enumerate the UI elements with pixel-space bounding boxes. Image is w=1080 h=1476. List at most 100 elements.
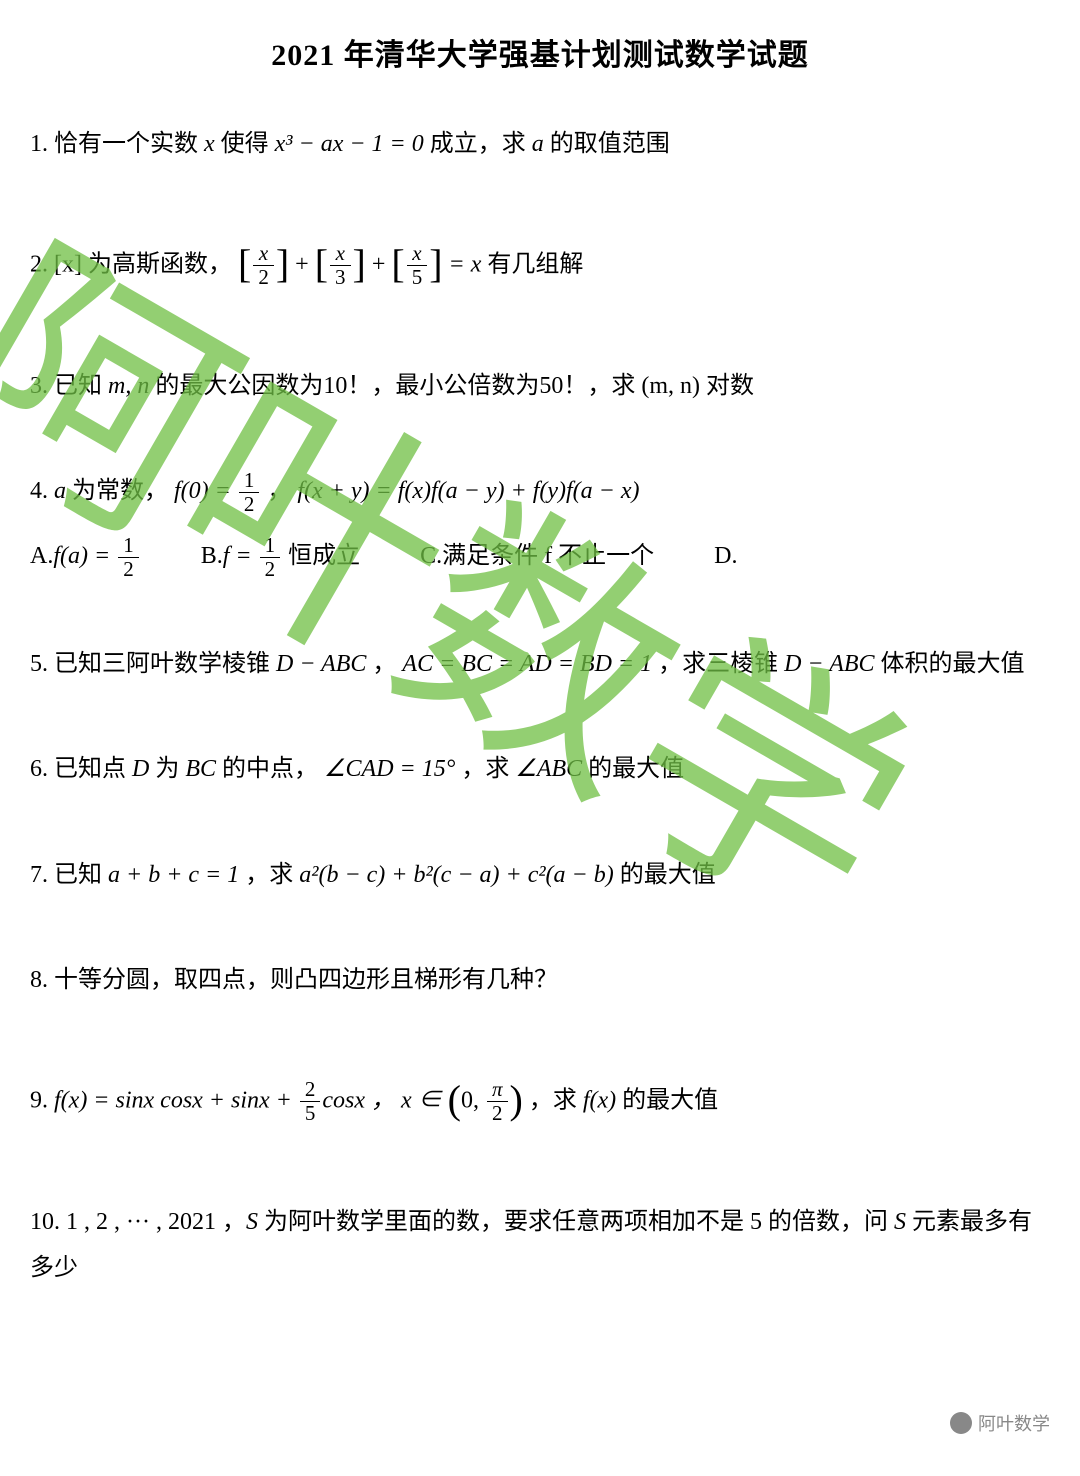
option-d: D.	[714, 534, 737, 581]
angle: ∠ABC	[515, 756, 582, 782]
bracket-left: [	[238, 226, 251, 302]
variable: a	[54, 478, 66, 504]
denominator: 3	[330, 266, 351, 289]
problem-text: ，	[261, 478, 297, 504]
footer-attribution: 阿叶数学	[950, 1410, 1050, 1436]
variable: D	[132, 756, 149, 782]
problem-text: 的最大值	[582, 756, 684, 782]
problem-text: 为常数，	[66, 478, 168, 504]
numerator: 1	[239, 469, 260, 493]
option-label: C.	[420, 543, 442, 569]
fraction: π2	[487, 1078, 508, 1125]
problem-number: 1.	[30, 131, 48, 157]
denominator: 2	[118, 558, 139, 581]
problem-text: ，	[366, 651, 402, 677]
problem-number: 8.	[30, 967, 48, 993]
denominator: 5	[407, 266, 428, 289]
fraction: x3	[330, 242, 351, 289]
problem-1: 1. 恰有一个实数 x 使得 x³ − ax − 1 = 0 成立，求 a 的取…	[30, 122, 1050, 168]
document-title: 2021 年清华大学强基计划测试数学试题	[30, 30, 1050, 74]
variable: S	[894, 1209, 906, 1235]
problem-text: 成立，求	[424, 131, 532, 157]
bracket-right: ]	[353, 226, 366, 302]
problem-text: ，求	[455, 756, 515, 782]
numerator: 2	[300, 1078, 321, 1102]
tuple: (m, n)	[641, 373, 700, 399]
problem-text: 已知	[54, 862, 108, 888]
comma: ,	[473, 1087, 485, 1113]
equation: a + b + c = 1	[108, 862, 239, 888]
denominator: 2	[487, 1102, 508, 1125]
problem-text: 恰有一个实数	[54, 131, 204, 157]
fraction: 12	[239, 469, 260, 516]
problem-text: 为	[149, 756, 185, 782]
sequence: 1 , 2 , ··· , 2021	[66, 1209, 216, 1235]
numerator: x	[253, 242, 274, 266]
numerator: π	[487, 1078, 508, 1102]
problem-text: 为阿叶数学里面的数，要求任意两项相加不是 5 的倍数，问	[258, 1209, 894, 1235]
problem-2: 2. [x] 为高斯函数， [x2] + [x3] + [x5] = x 有几组…	[30, 228, 1050, 304]
variable: f(x)	[583, 1087, 616, 1113]
problem-text: 已知点	[54, 756, 132, 782]
problem-text: ，求	[239, 862, 299, 888]
variable: D − ABC	[276, 651, 366, 677]
equation: cosx ， x ∈	[322, 1087, 447, 1113]
problem-text: 对数	[700, 373, 754, 399]
bracket-left: [	[391, 226, 404, 302]
denominator: 2	[253, 266, 274, 289]
paren-left: (	[448, 1062, 461, 1138]
option-text: f =	[223, 543, 258, 569]
problem-6: 6. 已知点 D 为 BC 的中点， ∠CAD = 15° ，求 ∠ABC 的最…	[30, 747, 1050, 793]
problem-text: 有几组解	[481, 251, 583, 277]
plus: +	[372, 251, 392, 277]
problem-text: 为高斯函数，	[82, 251, 232, 277]
problem-text: 的中点，	[216, 756, 324, 782]
bracket-right: ]	[276, 226, 289, 302]
denominator: 5	[300, 1102, 321, 1125]
option-text: 恒成立	[282, 543, 360, 569]
problem-text: ，求三棱锥	[652, 651, 784, 677]
option-text: 满足条件 f 不止一个	[442, 543, 654, 569]
bracket-right: ]	[429, 226, 442, 302]
problem-text: 已知三阿叶数学棱锥	[54, 651, 276, 677]
bracket-notation: [x]	[54, 251, 82, 277]
problem-text: 的最大值	[616, 1087, 718, 1113]
variable: x	[204, 131, 215, 157]
problem-3: 3. 已知 m, n 的最大公因数为10！，最小公倍数为50！，求 (m, n)…	[30, 364, 1050, 410]
variable: a	[532, 131, 544, 157]
problem-number: 7.	[30, 862, 48, 888]
equation: f(x + y) = f(x)f(a − y) + f(y)f(a − x)	[297, 478, 639, 504]
problem-text: 的取值范围	[544, 131, 670, 157]
equation: x³ − ax − 1 = 0	[275, 131, 424, 157]
problem-text: 已知	[54, 373, 108, 399]
wechat-icon	[950, 1412, 972, 1434]
equation: a²(b − c) + b²(c − a) + c²(a − b)	[299, 862, 613, 888]
option-label: A.	[30, 543, 53, 569]
problem-text: 的最大值	[614, 862, 716, 888]
problem-number: 3.	[30, 373, 48, 399]
interval-left: 0	[461, 1087, 473, 1113]
problem-text: ，	[216, 1209, 246, 1235]
numerator: x	[330, 242, 351, 266]
variable: BC	[185, 756, 216, 782]
problem-number: 6.	[30, 756, 48, 782]
problem-text: 使得	[215, 131, 275, 157]
equation-right: = x	[449, 251, 482, 277]
problem-9: 9. f(x) = sinx cosx + sinx + 25cosx ， x …	[30, 1064, 1050, 1140]
problem-number: 9.	[30, 1087, 48, 1113]
problem-text: 体积的最大值	[875, 651, 1025, 677]
variables: m, n	[108, 373, 149, 399]
problem-4: 4. a 为常数， f(0) = 12 ， f(x + y) = f(x)f(a…	[30, 469, 1050, 581]
equation: f(0) =	[174, 478, 237, 504]
problem-number: 5.	[30, 651, 48, 677]
problem-10: 10. 1 , 2 , ··· , 2021 ，S 为阿叶数学里面的数，要求任意…	[30, 1200, 1050, 1291]
angle: ∠CAD = 15°	[324, 756, 455, 782]
plus: +	[295, 251, 315, 277]
paren-right: )	[510, 1062, 523, 1138]
problem-text: ，求	[523, 1087, 583, 1113]
fraction: 25	[300, 1078, 321, 1125]
option-a: A.f(a) = 12	[30, 534, 141, 581]
numerator: x	[407, 242, 428, 266]
fraction: 12	[260, 534, 281, 581]
option-label: D.	[714, 543, 737, 569]
